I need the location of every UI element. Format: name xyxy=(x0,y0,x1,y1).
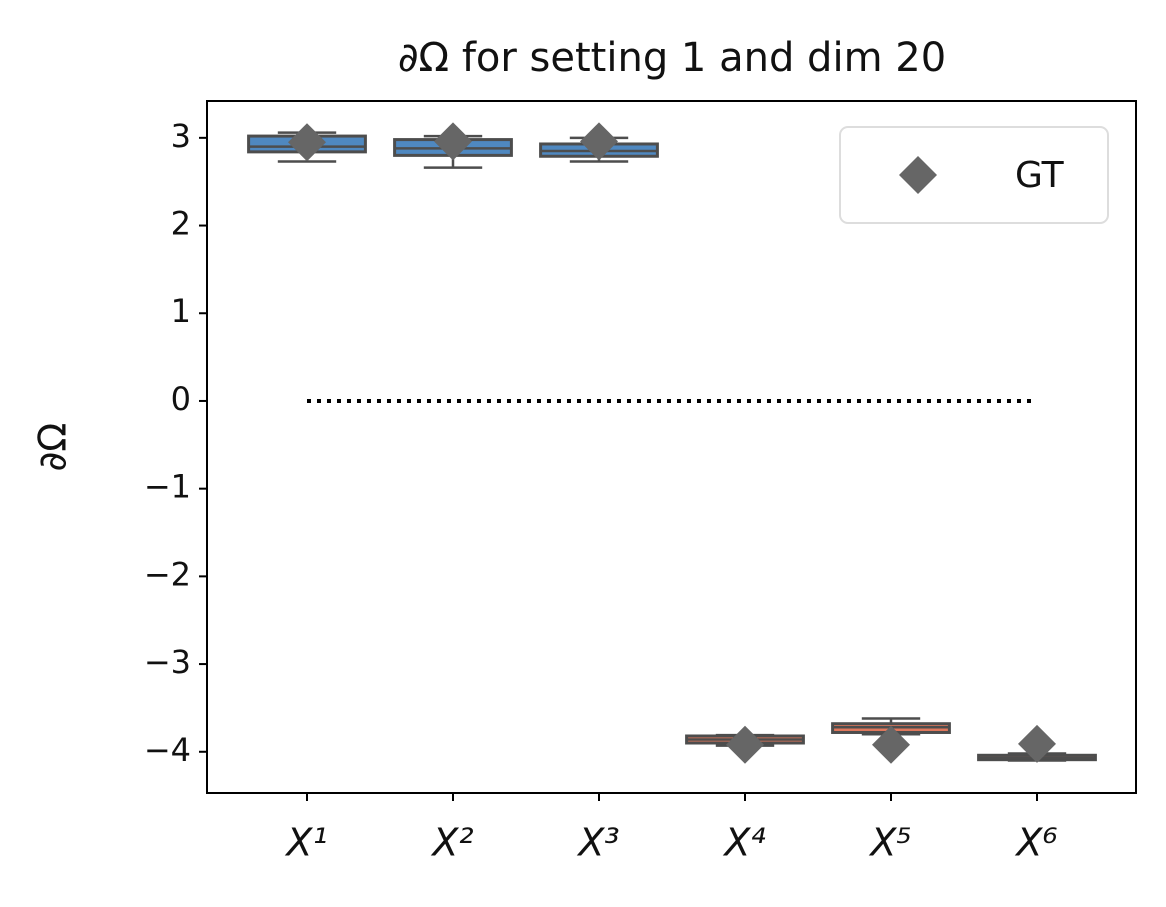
legend-marker xyxy=(899,156,937,194)
x-tick-label: X⁶ xyxy=(1014,821,1057,865)
gt-marker xyxy=(1018,724,1056,763)
gt-marker xyxy=(726,725,764,764)
x-tick-label: X⁵ xyxy=(868,821,911,865)
gt-marker xyxy=(580,122,618,161)
y-tick-label: 1 xyxy=(171,292,191,330)
y-tick-label: −1 xyxy=(144,468,191,506)
y-tick-label: −3 xyxy=(144,643,191,681)
plot-frame xyxy=(206,100,1137,794)
chart-title: ∂Ω for setting 1 and dim 20 xyxy=(398,35,946,81)
y-tick-label: 3 xyxy=(171,117,191,155)
y-tick-label: −2 xyxy=(144,555,191,593)
gt-marker xyxy=(434,122,472,161)
x-tick-label: X¹ xyxy=(284,821,327,865)
x-tick-label: X² xyxy=(430,821,473,865)
legend-box xyxy=(839,126,1109,224)
y-tick-label: 0 xyxy=(171,380,191,418)
x-tick-label: X³ xyxy=(576,821,619,865)
gt-marker xyxy=(872,725,910,764)
y-axis-label: ∂Ω xyxy=(31,423,75,472)
x-tick-label: X⁴ xyxy=(722,821,765,865)
gt-marker xyxy=(288,123,326,162)
y-tick-label: 2 xyxy=(171,205,191,243)
y-tick-label: −4 xyxy=(144,731,191,769)
legend-label: GT xyxy=(1015,155,1065,196)
